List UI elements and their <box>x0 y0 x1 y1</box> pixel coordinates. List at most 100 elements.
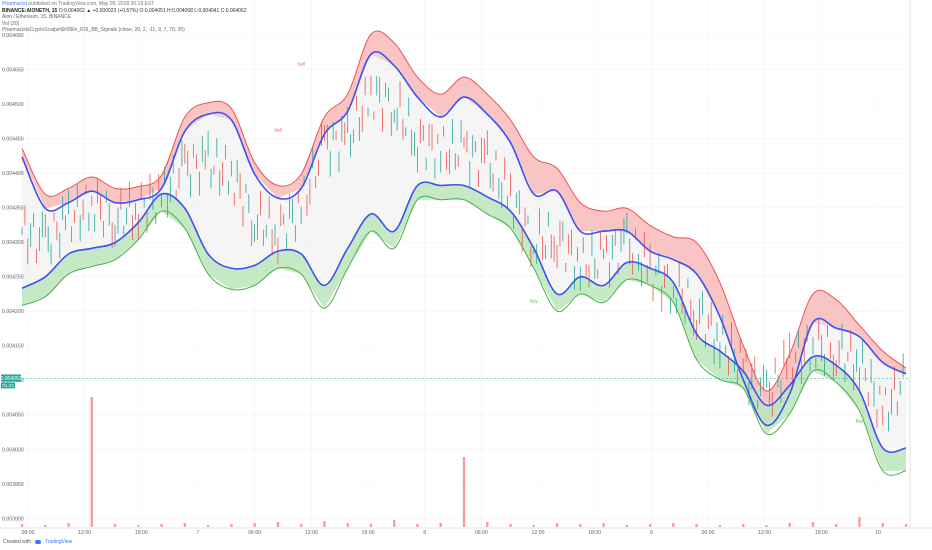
time-tick-label: 18:00 <box>362 530 375 536</box>
signal-label: Buy <box>856 418 865 423</box>
signal-label: Buy <box>530 299 539 304</box>
time-tick-label: 10 <box>875 530 881 536</box>
volume-bar <box>346 523 349 527</box>
price-tick-label: 0.004150 <box>2 344 24 350</box>
price-tick-label: 0.004300 <box>2 240 24 246</box>
countdown-text: 01:23 <box>2 383 14 388</box>
volume-bar <box>835 524 838 527</box>
volume-bar <box>602 523 605 527</box>
countdown-tag <box>1 382 15 389</box>
price-tick-label: 0.004500 <box>2 102 24 108</box>
volume-bar <box>44 525 47 527</box>
volume-bar <box>741 524 745 527</box>
volume-bar <box>137 525 140 527</box>
price-tick-label: 0.004000 <box>2 447 24 453</box>
time-tick-label: 18:00 <box>135 530 148 536</box>
signal-markers: Sell Sell Buy Buy <box>274 62 864 424</box>
price-axis: 0.004680 0.004650 0.004500 0.004450 0.004400… <box>2 33 24 522</box>
time-tick-label: 06:00 <box>248 530 261 536</box>
created-with-label: Created with <box>3 539 32 545</box>
price-tick-label: 0.004450 <box>2 136 24 142</box>
volume-bar <box>904 524 908 527</box>
volume-bar <box>393 520 396 527</box>
volume-bar <box>323 521 326 527</box>
time-tick-label: 18:00 <box>588 530 601 536</box>
volume-bar <box>858 517 861 527</box>
volume-bar <box>416 524 419 527</box>
price-tick-label: 0.004250 <box>2 275 24 281</box>
last-price-tag <box>1 374 21 382</box>
band-lines <box>21 30 907 476</box>
price-tick-label: 0.004050 <box>2 413 24 419</box>
volume-bar <box>90 397 93 527</box>
price-tick-label: 0.004200 <box>2 309 24 315</box>
basis-line <box>21 51 907 427</box>
volume-bar <box>439 523 442 527</box>
time-tick-label: 06:00 <box>475 530 488 536</box>
tradingview-brand[interactable]: TradingView <box>44 539 73 545</box>
plot-background <box>0 0 910 528</box>
price-tick-label: 0.004680 <box>2 33 24 39</box>
ohlc-values: O:0.004062 ▲ +0.000023 (+0.57%) O:0.0040… <box>58 7 247 14</box>
volume-bar <box>765 525 768 527</box>
time-tick-label: 12:00 <box>305 530 318 536</box>
chart-header: Pharmacist published on TradingView.com,… <box>2 1 247 34</box>
signal-label: Sell <box>297 62 305 67</box>
volume-bar <box>881 523 884 527</box>
volume-bar <box>672 523 675 527</box>
volume-bar <box>253 523 256 527</box>
volume-bar <box>183 523 187 527</box>
volume-bar <box>462 457 466 527</box>
price-tick-label: 0.004400 <box>2 171 24 177</box>
volume-bar <box>718 525 722 527</box>
publish-info: published on TradingView.com, May 09, 20… <box>28 1 155 7</box>
volume-bar <box>299 524 303 527</box>
volume-bar <box>20 524 24 527</box>
inner-lower-line <box>21 181 907 454</box>
volume-bar <box>113 524 117 527</box>
price-tick-label: 0.004650 <box>2 67 24 73</box>
volume-bar <box>160 524 163 527</box>
upper-band-line <box>21 30 907 392</box>
footer-credit: Created with TradingView <box>3 539 72 545</box>
time-tick-label: 12:00 <box>78 530 91 536</box>
price-tick-label: 0.003950 <box>2 482 24 488</box>
time-axis: 08:00 12:00 18:00 7 06:00 12:00 18:00 8 06:00 12:… <box>22 530 881 536</box>
time-tick-label: 08:00 <box>22 530 35 536</box>
pair-label: Aion / Ethereum, 15, BINANCE <box>2 14 72 21</box>
time-tick-label: 8 <box>423 530 426 536</box>
symbol-line: BINANCE:AIONETH, 15 O:0.004062 ▲ +0.0000… <box>2 8 247 15</box>
time-tick-label: 06:00 <box>702 530 715 536</box>
volume-bars <box>20 397 908 527</box>
time-tick-label: 12:00 <box>758 530 771 536</box>
volume-bar <box>67 523 70 527</box>
symbol-label[interactable]: BINANCE:AIONETH, 15 <box>2 7 58 14</box>
tradingview-logo-icon <box>35 539 42 544</box>
time-tick-label: 12:00 <box>532 530 545 536</box>
volume-bar <box>486 522 489 527</box>
volume-bar <box>230 524 233 527</box>
volume-indicator-label[interactable]: Vol (20) <box>2 20 20 27</box>
price-tick-label: 0.004350 <box>2 206 24 212</box>
volume-bar <box>811 522 815 527</box>
volume-bar <box>206 525 210 527</box>
time-tick-label: 9 <box>650 530 653 536</box>
scalper-indicator-label[interactable]: PharmacistsCryptoScalper$#05lin_RSI_BB_S… <box>2 27 185 34</box>
volume-bar <box>625 525 629 527</box>
volume-bar <box>695 524 698 527</box>
volume-bar <box>648 524 652 527</box>
volume-bar <box>555 523 559 527</box>
volume-bar <box>788 523 791 527</box>
volume-bar <box>579 524 582 527</box>
signal-label: Sell <box>274 127 282 132</box>
author-name[interactable]: Pharmacist <box>2 1 28 7</box>
volume-bar <box>276 522 280 527</box>
publish-line: Pharmacist published on TradingView.com,… <box>2 1 247 8</box>
volume-bar <box>369 524 373 527</box>
time-tick-label: 7 <box>197 530 200 536</box>
lower-band-line <box>21 195 907 476</box>
band-fill <box>22 30 906 471</box>
time-tick-label: 18:00 <box>815 530 828 536</box>
